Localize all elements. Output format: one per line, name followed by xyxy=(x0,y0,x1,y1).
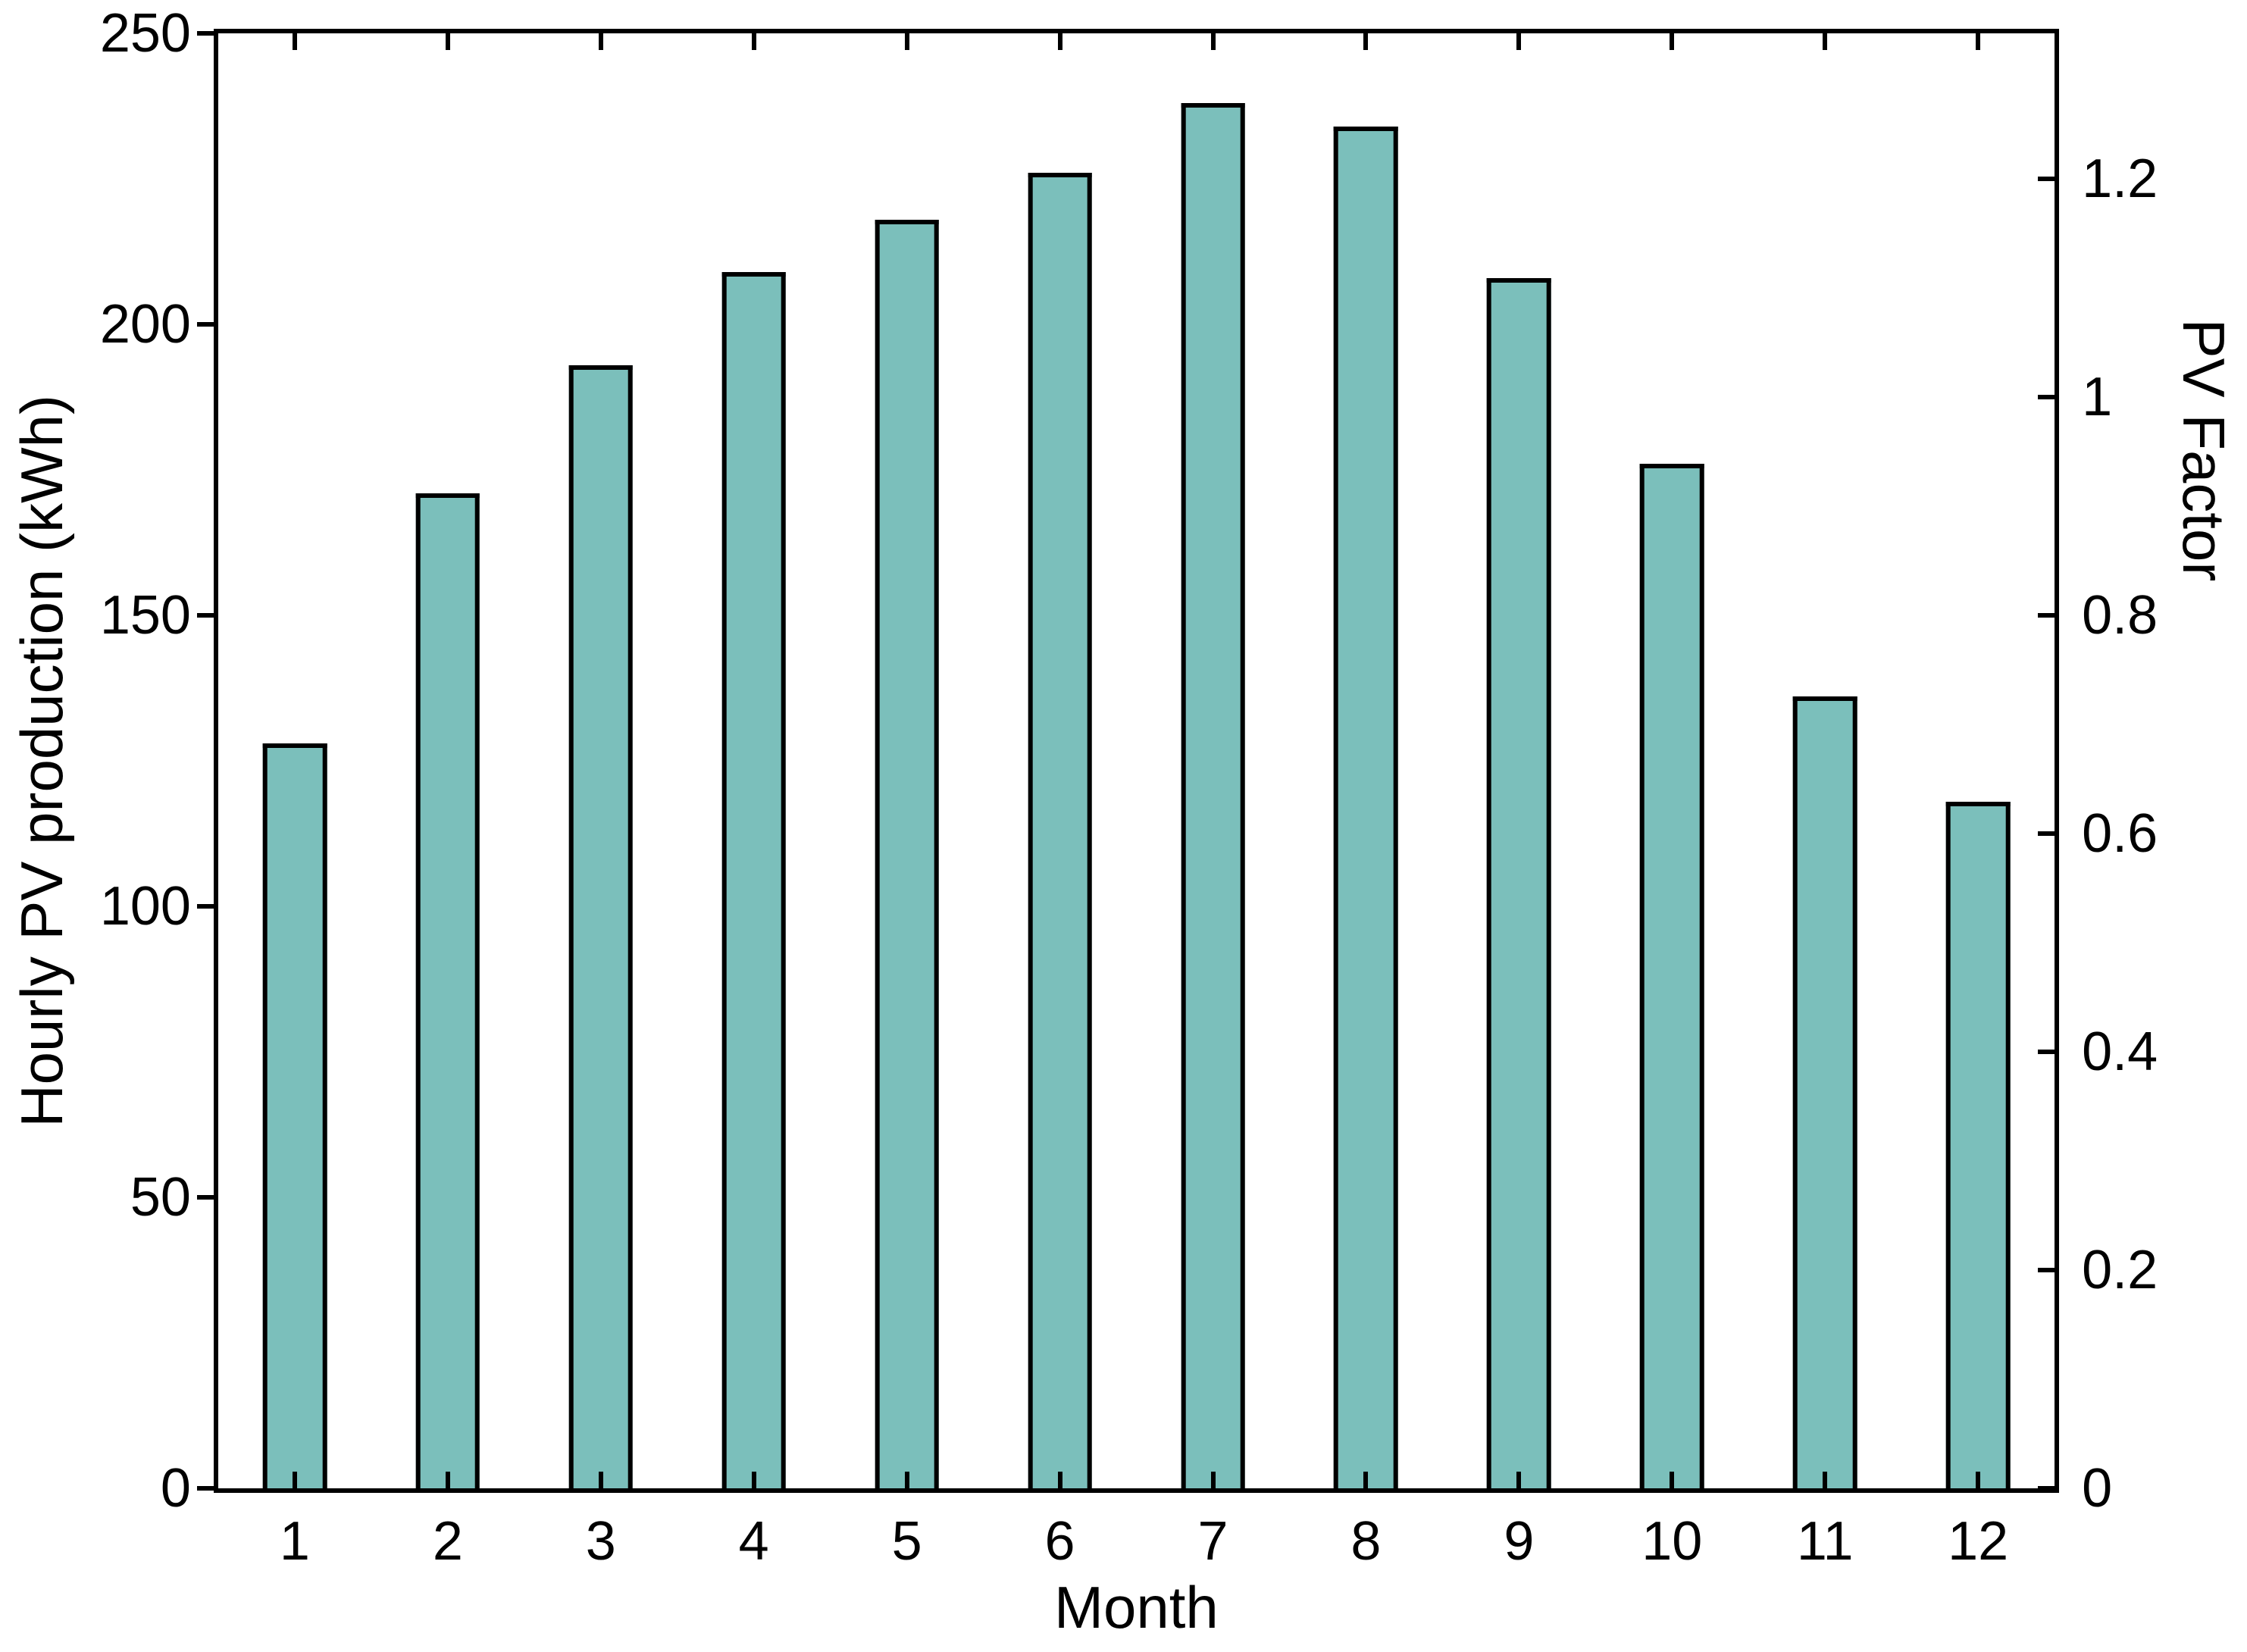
x-tick-bottom-2 xyxy=(445,1471,450,1488)
bar-month-4 xyxy=(721,271,786,1488)
y-tick-left-150 xyxy=(196,612,214,618)
bar-month-3 xyxy=(568,365,634,1488)
x-tick-bottom-9 xyxy=(1516,1471,1522,1488)
x-tick-label-10: 10 xyxy=(1641,1510,1703,1572)
y-tick-label-right-0: 0 xyxy=(2082,1457,2113,1519)
bar-month-6 xyxy=(1028,173,1092,1488)
y-tick-label-left-0: 0 xyxy=(160,1457,191,1519)
y-axis-title-left: Hourly PV production (kWh) xyxy=(8,29,75,1493)
y-tick-left-100 xyxy=(196,903,214,909)
bar-month-2 xyxy=(415,493,480,1488)
x-tick-top-6 xyxy=(1057,33,1062,50)
y-tick-label-left-150: 150 xyxy=(99,584,191,646)
x-tick-bottom-4 xyxy=(751,1471,756,1488)
y-tick-right-0.2 xyxy=(2038,1267,2055,1272)
x-tick-label-3: 3 xyxy=(585,1510,616,1572)
y-tick-label-right-1: 1 xyxy=(2082,366,2113,427)
x-tick-label-9: 9 xyxy=(1504,1510,1535,1572)
x-tick-top-1 xyxy=(292,33,297,50)
bar-month-5 xyxy=(875,219,939,1488)
bar-month-10 xyxy=(1639,464,1704,1488)
x-tick-top-12 xyxy=(1976,33,1981,50)
x-tick-top-5 xyxy=(904,33,909,50)
x-tick-bottom-1 xyxy=(292,1471,297,1488)
y-tick-left-250 xyxy=(196,30,214,36)
x-axis-title: Month xyxy=(1053,1574,1219,1641)
bar-month-11 xyxy=(1792,696,1857,1488)
bar-month-12 xyxy=(1945,801,2011,1488)
bar-month-1 xyxy=(262,743,327,1488)
y-tick-label-right-1.2: 1.2 xyxy=(2082,148,2158,209)
bar-month-8 xyxy=(1334,126,1398,1488)
y-tick-label-right-0.4: 0.4 xyxy=(2082,1021,2158,1082)
x-tick-top-9 xyxy=(1516,33,1522,50)
y-tick-right-0.4 xyxy=(2038,1049,2055,1054)
y-axis-title-right-text: PV Factor xyxy=(2170,318,2237,582)
y-tick-left-200 xyxy=(196,321,214,327)
x-tick-top-11 xyxy=(1823,33,1828,50)
y-tick-left-50 xyxy=(196,1194,214,1200)
x-tick-bottom-10 xyxy=(1670,1471,1675,1488)
x-tick-label-6: 6 xyxy=(1044,1510,1075,1572)
y-tick-label-left-100: 100 xyxy=(99,875,191,937)
x-tick-label-8: 8 xyxy=(1350,1510,1382,1572)
x-tick-label-5: 5 xyxy=(891,1510,922,1572)
y-tick-label-left-250: 250 xyxy=(99,2,191,64)
x-tick-top-4 xyxy=(751,33,756,50)
y-tick-label-left-50: 50 xyxy=(130,1166,191,1228)
bar-month-9 xyxy=(1487,277,1551,1488)
x-tick-top-7 xyxy=(1210,33,1216,50)
y-tick-right-0.8 xyxy=(2038,612,2055,618)
x-tick-label-7: 7 xyxy=(1197,1510,1228,1572)
x-tick-bottom-8 xyxy=(1363,1471,1369,1488)
y-tick-right-1.2 xyxy=(2038,176,2055,181)
x-tick-bottom-7 xyxy=(1210,1471,1216,1488)
y-axis-title-left-text: Hourly PV production (kWh) xyxy=(8,394,75,1128)
x-tick-label-2: 2 xyxy=(432,1510,463,1572)
x-tick-bottom-5 xyxy=(904,1471,909,1488)
y-tick-right-0 xyxy=(2038,1485,2055,1491)
x-tick-bottom-6 xyxy=(1057,1471,1062,1488)
x-tick-top-2 xyxy=(445,33,450,50)
x-tick-label-1: 1 xyxy=(279,1510,310,1572)
x-tick-label-4: 4 xyxy=(738,1510,769,1572)
y-tick-label-right-0.6: 0.6 xyxy=(2082,803,2158,864)
y-tick-label-right-0.2: 0.2 xyxy=(2082,1239,2158,1300)
y-tick-left-0 xyxy=(196,1485,214,1491)
x-tick-top-8 xyxy=(1363,33,1369,50)
x-tick-top-10 xyxy=(1670,33,1675,50)
bar-month-7 xyxy=(1181,103,1245,1488)
y-axis-title-right: PV Factor xyxy=(2170,318,2237,591)
y-tick-label-left-200: 200 xyxy=(99,293,191,355)
x-tick-label-12: 12 xyxy=(1948,1510,2009,1572)
x-tick-label-11: 11 xyxy=(1796,1510,1854,1572)
y-tick-right-1 xyxy=(2038,394,2055,399)
y-tick-label-right-0.8: 0.8 xyxy=(2082,584,2158,646)
x-tick-bottom-11 xyxy=(1823,1471,1828,1488)
y-tick-right-0.6 xyxy=(2038,831,2055,836)
x-tick-bottom-12 xyxy=(1976,1471,1981,1488)
x-tick-top-3 xyxy=(598,33,603,50)
plot-area: 1 2 3 4 5 6 7 8 9 10 11 12 0 50 100 150 200 250 0 0.2 0.4 0.6… xyxy=(100,6,2158,1569)
x-tick-bottom-3 xyxy=(598,1471,603,1488)
